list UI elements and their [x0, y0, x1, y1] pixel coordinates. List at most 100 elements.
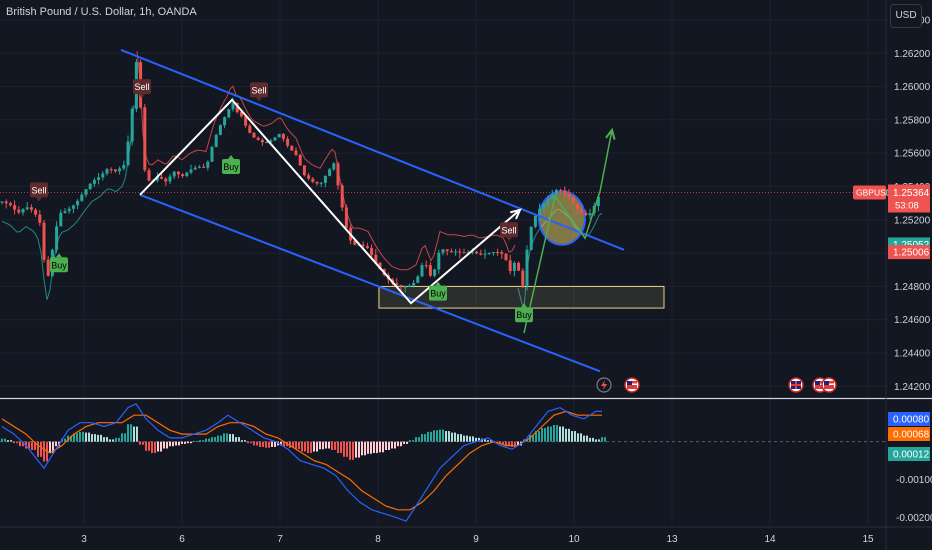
candle-body	[92, 180, 96, 184]
candle	[344, 204, 348, 231]
histogram-bar	[370, 441, 372, 454]
candle	[260, 138, 264, 146]
current-price-box	[888, 184, 930, 213]
candle	[256, 136, 260, 141]
histogram-bar	[247, 441, 249, 444]
histogram-bar	[331, 441, 333, 450]
candle	[126, 135, 130, 167]
lightning-icon[interactable]	[596, 377, 612, 393]
candle-body	[538, 208, 542, 216]
histogram-bar	[100, 434, 102, 442]
us-flag-icon[interactable]	[624, 377, 640, 393]
price-tick-label: 1.24200	[894, 382, 931, 393]
us-flag-icon[interactable]	[821, 377, 837, 393]
candle	[323, 175, 327, 188]
candle	[559, 188, 563, 193]
drawings-front	[120, 49, 625, 373]
candle-body	[17, 209, 21, 213]
symbol-tag-box	[853, 185, 886, 200]
histogram-bar	[574, 431, 576, 442]
candle	[244, 116, 248, 128]
candle	[286, 136, 290, 148]
histogram-bar	[232, 434, 234, 442]
candle	[437, 249, 441, 274]
buy-signal-marker: Buy	[222, 155, 240, 175]
histogram-bar	[325, 441, 327, 449]
marker-box	[222, 159, 240, 175]
projection-arrowhead	[605, 127, 616, 140]
uk-flag-icon[interactable]	[788, 377, 804, 393]
candle	[542, 203, 546, 212]
histogram-bar	[256, 441, 258, 446]
candle-body	[374, 254, 378, 263]
candle-body	[189, 169, 193, 173]
candle-body	[378, 262, 382, 269]
candle	[370, 244, 374, 260]
histogram-bar	[202, 440, 204, 442]
candle-body	[97, 177, 101, 181]
candle	[25, 201, 29, 211]
candle-body	[231, 102, 235, 110]
histogram-bar	[289, 441, 291, 448]
candle-body	[55, 226, 59, 250]
currency-button[interactable]: USD	[890, 4, 922, 28]
drawings-back	[0, 190, 886, 309]
candle-body	[218, 125, 222, 135]
candle	[38, 209, 42, 227]
candle-body	[109, 169, 113, 171]
projection-path	[523, 129, 613, 334]
histogram-bar	[127, 424, 129, 442]
histogram-bar	[322, 441, 324, 450]
candle-body	[428, 265, 432, 276]
event-icons[interactable]	[596, 377, 837, 393]
candle-body	[496, 251, 500, 253]
time-axis[interactable]: 3 6 7 8 9 10 13 14 15	[0, 526, 932, 545]
candle-body	[462, 252, 466, 254]
candle	[227, 108, 231, 119]
marker-label: Buy	[516, 310, 532, 320]
time-tick-label: 3	[81, 534, 87, 545]
histogram-bar	[316, 441, 318, 452]
histogram-bar	[550, 426, 552, 442]
histogram-bar	[130, 424, 132, 442]
candle-body	[239, 112, 243, 117]
histogram-bar	[73, 433, 75, 442]
candle	[412, 280, 416, 288]
candle	[29, 204, 33, 213]
candle	[315, 181, 319, 186]
histogram-bar	[13, 441, 15, 444]
candle	[567, 189, 571, 201]
candle	[143, 103, 147, 173]
histogram-bar	[373, 441, 375, 454]
candle	[319, 181, 323, 187]
macd-value-text: 0.00080	[893, 415, 930, 426]
price-level-label: 1.25006	[888, 245, 930, 260]
histogram-bar	[67, 435, 69, 442]
histogram-bar	[340, 441, 342, 454]
candle-body	[76, 200, 80, 206]
macd-axis[interactable]: -0.00100 -0.00200 0.00080 0.00068 0.00012	[888, 412, 932, 524]
candle-body	[273, 137, 277, 141]
candle-body	[88, 183, 92, 190]
histogram-bar	[427, 431, 429, 442]
candle-body	[118, 168, 122, 172]
candle	[462, 248, 466, 254]
candle	[109, 167, 113, 174]
macd-value-box	[888, 447, 930, 461]
histogram-bar	[43, 441, 45, 462]
candle	[517, 261, 521, 272]
histogram-bar	[304, 441, 306, 452]
candle-body	[235, 102, 239, 113]
histogram-bar	[361, 441, 363, 456]
price-axis[interactable]: 1.264001.262001.260001.258001.256001.254…	[853, 0, 931, 550]
histogram-bar	[112, 439, 114, 442]
histogram-bar	[454, 432, 456, 442]
candle-body	[365, 246, 369, 248]
macd-tick-label: -0.00100	[896, 475, 932, 486]
lightning-icon-bolt	[601, 380, 607, 390]
candle	[88, 182, 92, 191]
histogram-bar	[499, 441, 501, 444]
candle	[92, 177, 96, 187]
price-level-text: 1.25006	[893, 248, 930, 259]
